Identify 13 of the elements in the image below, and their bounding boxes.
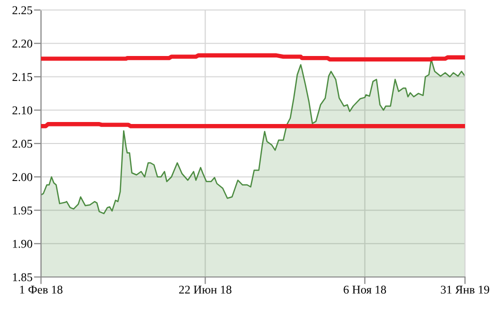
y-tick-label: 1.95: [13, 206, 32, 215]
y-tick-label: 1.85: [13, 273, 32, 282]
x-tick-label: 6 Ноя 18: [344, 286, 386, 294]
x-tick-label: 31 Янв 19: [440, 286, 490, 294]
x-tick-label: 1 Фев 18: [20, 286, 62, 294]
y-tick-label: 1.90: [13, 240, 32, 248]
y-tick-label: 2.05: [12, 140, 32, 148]
y-tick-label: 2.10: [12, 106, 32, 114]
x-tick-label: 22 Июн 18: [179, 286, 232, 294]
y-tick-label: 2.00: [12, 173, 32, 182]
y-tick-label: 2.25: [12, 6, 32, 14]
y-tick-label: 2.20: [12, 40, 32, 48]
y-tick-label: 2.15: [12, 73, 32, 82]
